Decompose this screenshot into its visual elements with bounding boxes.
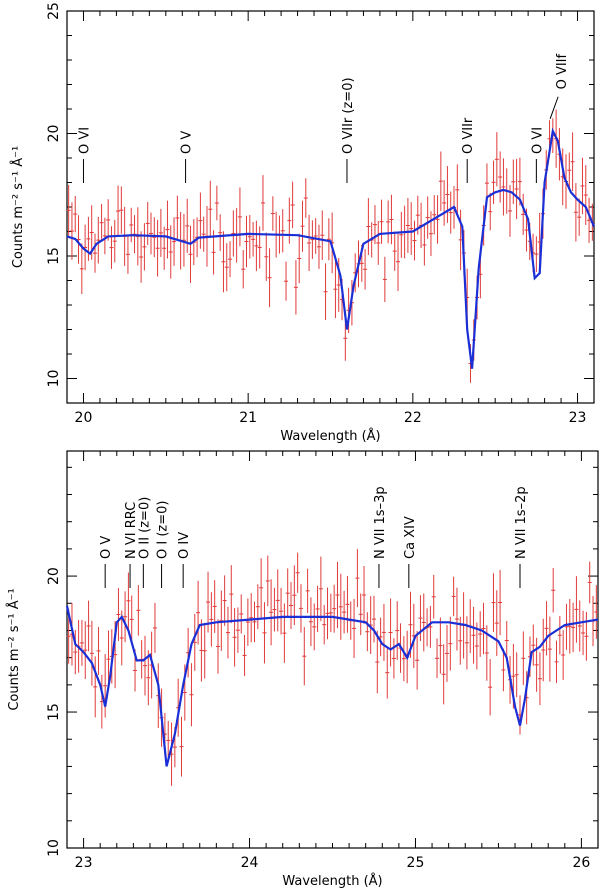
x-tick-label: 23: [569, 410, 587, 426]
x-tick-label: 26: [572, 855, 590, 871]
x-axis-label: Wavelength (Å): [280, 428, 380, 444]
x-tick-label: 20: [75, 410, 93, 426]
y-axis-label: Counts m⁻² s⁻¹ Å⁻¹: [10, 146, 26, 268]
line-marker: [549, 96, 559, 119]
line-id-label: O VIIr (z=0): [341, 77, 356, 154]
x-axis-label: Wavelength (Å): [282, 873, 382, 889]
line-id-label: O V: [99, 536, 114, 559]
line-id-label: N VII 1s–3p: [373, 486, 388, 559]
y-tick-label: 15: [46, 703, 62, 721]
line-id-label: O VIIf: [555, 53, 570, 89]
y-tick-label: 10: [46, 370, 62, 388]
y-tick-label: 20: [46, 567, 62, 585]
model-curve: [65, 605, 599, 767]
bottom-panel: 23 24 25 26 10 15 20 Wavelength (Å) Counts m⁻² s…: [6, 450, 599, 889]
line-id-label: O I (z=0): [156, 501, 171, 559]
model-curve: [66, 127, 596, 369]
y-tick-label: 25: [46, 2, 62, 20]
line-id-label: O VI: [530, 127, 545, 154]
line-id-label: N VII 1s–2p: [514, 486, 529, 559]
line-id-label: O VIIr: [461, 117, 476, 154]
y-axis-label: Counts m⁻² s⁻¹ Å⁻¹: [6, 588, 22, 710]
x-tick-label: 23: [75, 855, 93, 871]
top-panel: 20 21 22 23 10 15 20 25 Wavelength (Å) Counts m⁻²…: [10, 2, 596, 444]
plot-frame: [66, 10, 595, 404]
x-tick-label: 24: [241, 855, 259, 871]
line-id-label: Ca XIV: [403, 516, 418, 559]
x-tick-label: 22: [404, 410, 422, 426]
line-id-label: O II (z=0): [137, 497, 152, 559]
x-tick-label: 21: [239, 410, 257, 426]
line-id-label: O V: [180, 131, 195, 154]
x-tick-label: 25: [407, 855, 425, 871]
y-tick-label: 15: [46, 247, 62, 265]
line-id-label: O VI: [77, 127, 92, 154]
y-tick-label: 10: [46, 839, 62, 857]
y-tick-label: 20: [46, 125, 62, 143]
line-id-label: N VI RRC: [124, 502, 139, 559]
line-id-label: O IV: [177, 532, 192, 559]
